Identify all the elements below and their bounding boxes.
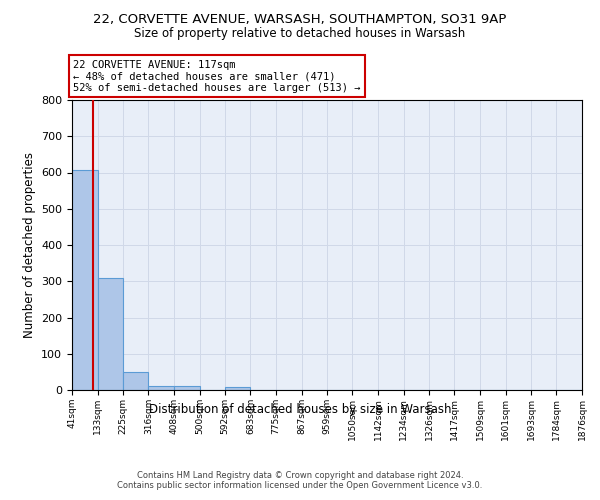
Text: Distribution of detached houses by size in Warsash: Distribution of detached houses by size …	[149, 402, 451, 415]
Bar	[123, 372, 148, 390]
Bar	[148, 386, 174, 390]
Text: Contains HM Land Registry data © Crown copyright and database right 2024.
Contai: Contains HM Land Registry data © Crown c…	[118, 470, 482, 490]
Text: 22 CORVETTE AVENUE: 117sqm
← 48% of detached houses are smaller (471)
52% of sem: 22 CORVETTE AVENUE: 117sqm ← 48% of deta…	[73, 60, 361, 93]
Text: 22, CORVETTE AVENUE, WARSASH, SOUTHAMPTON, SO31 9AP: 22, CORVETTE AVENUE, WARSASH, SOUTHAMPTO…	[94, 12, 506, 26]
Y-axis label: Number of detached properties: Number of detached properties	[23, 152, 35, 338]
Bar	[225, 387, 250, 390]
Bar	[174, 386, 200, 390]
Text: Size of property relative to detached houses in Warsash: Size of property relative to detached ho…	[134, 28, 466, 40]
Bar	[72, 170, 98, 390]
Bar	[98, 278, 123, 390]
